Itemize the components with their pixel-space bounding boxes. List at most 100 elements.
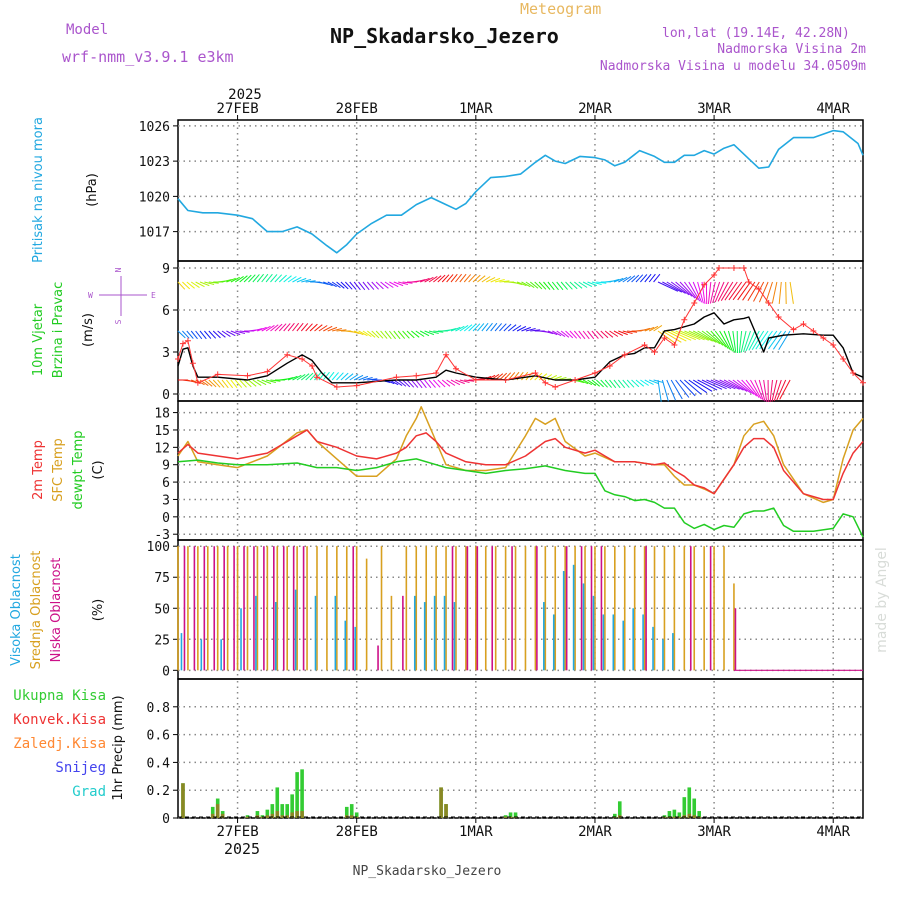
wind-barb: [375, 330, 384, 339]
wind-barb: [778, 330, 791, 351]
elevation-label: Nadmorska Visina 2m: [717, 42, 866, 57]
wind-barb: [195, 330, 203, 340]
top-date-label: 27FEB: [216, 101, 258, 117]
temp-tick-label: 3: [162, 493, 170, 508]
gust-marker: [572, 377, 579, 383]
wind-barb: [274, 274, 283, 283]
wind-barb: [728, 281, 743, 301]
precip-conv-bar: [220, 813, 225, 818]
wind-barb: [587, 379, 597, 387]
wind-barb: [706, 330, 724, 346]
model-label: Model: [66, 22, 108, 38]
precip-total-bar: [613, 813, 617, 818]
wind-tick-label: 3: [162, 346, 170, 361]
wind-barb: [239, 330, 250, 333]
gust-marker: [800, 321, 807, 327]
wind-barb: [226, 379, 234, 389]
precip-total-bar: [672, 809, 677, 818]
gust-marker: [820, 335, 827, 341]
wind-barb: [221, 279, 232, 283]
wind-barb: [265, 273, 273, 283]
wind-barb: [627, 330, 638, 333]
wind-barb: [450, 273, 458, 283]
wind-barb: [292, 374, 302, 381]
wind-barb: [644, 273, 652, 283]
wind-barb: [353, 374, 364, 381]
wind-barb: [446, 328, 457, 332]
wind-barb: [697, 281, 704, 304]
wind-barb: [534, 281, 543, 290]
wind-barb: [380, 330, 388, 339]
gust-marker: [552, 384, 559, 390]
precip-total-bar: [344, 806, 349, 818]
wind-tick-label: 9: [162, 262, 170, 277]
wind-barb: [719, 379, 740, 390]
wind-barb: [595, 379, 604, 388]
wind-barb: [525, 328, 536, 332]
precip-legend-item: Konvek.Kisa: [13, 712, 106, 728]
precip-tick-label: 0.6: [147, 729, 170, 744]
wind-barb: [688, 379, 708, 394]
wind-barb: [300, 323, 309, 332]
wind-barb: [358, 330, 368, 337]
gust-marker: [755, 286, 762, 292]
precip-tick-label: 0.4: [147, 756, 171, 771]
wind-barb: [190, 281, 200, 289]
gust-marker: [661, 335, 668, 341]
wind-barb: [640, 327, 651, 332]
temp-tick-label: 15: [154, 424, 170, 439]
wind-barb: [402, 281, 413, 284]
wind-barb: [270, 324, 279, 332]
wind-barb: [578, 379, 589, 385]
wind-barb: [398, 281, 409, 285]
wind-barb: [750, 379, 762, 400]
wind-barb: [362, 330, 372, 338]
wind-barb: [278, 274, 287, 283]
wind-speed-line: [177, 312, 864, 384]
wind-barb: [714, 330, 729, 349]
wind-barb: [463, 274, 472, 283]
wind-barb: [195, 281, 205, 288]
gust-marker: [606, 363, 613, 369]
precip-conv-bar: [677, 816, 682, 818]
wind-barb: [199, 330, 207, 340]
wind-barb: [692, 281, 703, 303]
wind-barb: [631, 274, 640, 283]
wind-barb: [494, 323, 502, 332]
precip-total-bar: [290, 794, 294, 818]
wind-barb: [349, 374, 359, 381]
wind-barb: [261, 273, 269, 283]
wind-barb: [393, 330, 401, 340]
temp-tick-label: 18: [154, 407, 170, 422]
wind-barb: [182, 330, 190, 339]
wind-barb: [349, 281, 357, 290]
wind-barb: [437, 379, 446, 388]
wind-barb: [415, 279, 426, 283]
temp-tick-label: 12: [154, 441, 170, 456]
wind-barb: [560, 330, 570, 338]
model-name: wrf-nmm_v3.9.1 e3km: [62, 48, 234, 66]
wind-barb: [578, 281, 588, 288]
wind-barb: [424, 330, 435, 336]
wind-barb: [657, 379, 662, 402]
wind-barb: [573, 330, 582, 339]
bottom-date-label: 28FEB: [336, 824, 378, 840]
wind-barb: [393, 281, 404, 287]
wind-barb: [190, 330, 198, 340]
wind-barb: [243, 274, 252, 283]
wind-barb: [714, 281, 725, 303]
precip-conv-bar: [290, 812, 294, 818]
wind-barb: [212, 379, 221, 388]
pressure-line: [177, 129, 864, 254]
gust-marker: [353, 382, 360, 389]
wind-barb: [257, 379, 267, 386]
wind-barb: [741, 379, 758, 397]
wind-tick-label: 0: [162, 388, 170, 403]
precip-conv-bar: [181, 783, 185, 818]
wind-barb: [582, 330, 590, 340]
wind-barb: [582, 281, 593, 288]
gust-marker: [433, 370, 440, 376]
wind-barb: [732, 330, 737, 353]
precip-series: [178, 769, 863, 818]
wind-barb: [604, 330, 614, 338]
